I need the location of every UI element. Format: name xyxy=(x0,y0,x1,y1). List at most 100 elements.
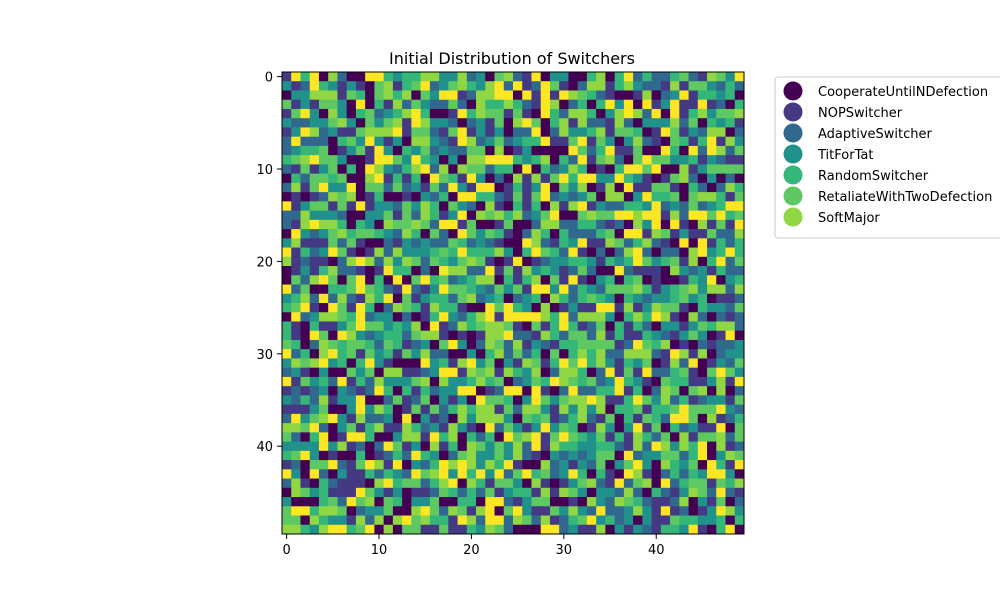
heatmap-cell xyxy=(383,256,394,267)
heatmap-cell xyxy=(522,303,532,313)
heatmap-cell xyxy=(540,506,551,516)
heatmap-cell xyxy=(503,201,514,211)
heatmap-cell xyxy=(540,404,551,415)
heatmap-cell xyxy=(466,247,477,258)
heatmap-cell xyxy=(328,275,338,285)
heatmap-cell xyxy=(697,229,708,239)
heatmap-cell xyxy=(346,413,357,424)
heatmap-cell xyxy=(494,90,505,101)
heatmap-cell xyxy=(448,524,458,535)
heatmap-cell xyxy=(411,284,421,295)
heatmap-cell xyxy=(291,506,301,516)
heatmap-cell xyxy=(411,210,421,221)
heatmap-cell xyxy=(596,266,606,276)
heatmap-cell xyxy=(522,173,532,184)
heatmap-cell xyxy=(707,423,717,433)
heatmap-cell xyxy=(411,460,421,470)
heatmap-cell xyxy=(420,432,431,442)
heatmap-cell xyxy=(476,155,486,165)
heatmap-cell xyxy=(420,238,431,248)
heatmap-cell xyxy=(392,210,403,221)
heatmap-cell xyxy=(540,460,551,470)
heatmap-cell xyxy=(476,376,486,387)
heatmap-cell xyxy=(439,90,449,101)
heatmap-cell xyxy=(429,266,440,276)
heatmap-cell xyxy=(448,99,458,110)
heatmap-cell xyxy=(420,497,431,507)
heatmap-cell xyxy=(392,229,403,239)
heatmap-cell xyxy=(642,256,652,267)
heatmap-cell xyxy=(725,219,736,230)
heatmap-cell xyxy=(337,210,348,221)
heatmap-cell xyxy=(402,441,412,452)
heatmap-cell xyxy=(559,247,569,258)
heatmap-cell xyxy=(513,367,523,378)
heatmap-cell xyxy=(586,99,597,110)
heatmap-cell xyxy=(355,349,366,359)
heatmap-cell xyxy=(291,256,301,267)
heatmap-cell xyxy=(420,108,431,119)
heatmap-cell xyxy=(605,524,616,535)
heatmap-cell xyxy=(392,376,403,387)
heatmap-cell xyxy=(670,72,680,82)
heatmap-cell xyxy=(513,386,523,396)
heatmap-cell xyxy=(697,219,708,230)
heatmap-cell xyxy=(540,219,551,230)
heatmap-cell xyxy=(328,247,338,258)
heatmap-cell xyxy=(531,173,542,184)
heatmap-cell xyxy=(282,118,292,128)
heatmap-cell xyxy=(392,330,403,341)
heatmap-cell xyxy=(309,247,320,258)
heatmap-cell xyxy=(365,349,375,359)
heatmap-cell xyxy=(439,72,449,82)
heatmap-cell xyxy=(429,432,440,442)
heatmap-cell xyxy=(429,506,440,516)
heatmap-cell xyxy=(670,210,680,221)
heatmap-cell xyxy=(300,339,311,350)
heatmap-cell xyxy=(734,164,745,175)
heatmap-cell xyxy=(457,173,468,184)
heatmap-cell xyxy=(660,81,671,91)
heatmap-cell xyxy=(420,275,431,285)
heatmap-cell xyxy=(522,339,532,350)
heatmap-cell xyxy=(679,339,689,350)
heatmap-cell xyxy=(522,413,532,424)
heatmap-cell xyxy=(614,256,625,267)
heatmap-cell xyxy=(429,238,440,248)
heatmap-cell xyxy=(642,386,652,396)
heatmap-cell xyxy=(725,404,736,415)
heatmap-cell xyxy=(420,312,431,322)
heatmap-cell xyxy=(503,358,514,369)
heatmap-cell xyxy=(688,441,699,452)
heatmap-cell xyxy=(337,432,348,442)
heatmap-cell xyxy=(642,506,652,516)
heatmap-cell xyxy=(420,413,431,424)
heatmap-cell xyxy=(688,118,699,128)
heatmap-cell xyxy=(429,118,440,128)
heatmap-cell xyxy=(623,99,634,110)
heatmap-cell xyxy=(679,266,689,276)
heatmap-cell xyxy=(448,182,458,193)
heatmap-cell xyxy=(503,303,514,313)
heatmap-cell xyxy=(328,413,338,424)
heatmap-cell xyxy=(605,155,616,165)
heatmap-cell xyxy=(716,330,726,341)
heatmap-cell xyxy=(623,413,634,424)
heatmap-cell xyxy=(614,358,625,369)
heatmap-cell xyxy=(485,349,495,359)
heatmap-cell xyxy=(291,349,301,359)
heatmap-cell xyxy=(623,118,634,128)
heatmap-cell xyxy=(549,450,560,461)
heatmap-cell xyxy=(374,108,385,119)
heatmap-cell xyxy=(623,349,634,359)
heatmap-cell xyxy=(586,155,597,165)
heatmap-cell xyxy=(309,330,320,341)
heatmap-cell xyxy=(651,90,662,101)
heatmap-cell xyxy=(476,506,486,516)
heatmap-cell xyxy=(411,127,421,138)
heatmap-cell xyxy=(485,173,495,184)
heatmap-cell xyxy=(633,423,643,433)
heatmap-cell xyxy=(300,201,311,211)
heatmap-cell xyxy=(439,164,449,175)
heatmap-cell xyxy=(328,506,338,516)
